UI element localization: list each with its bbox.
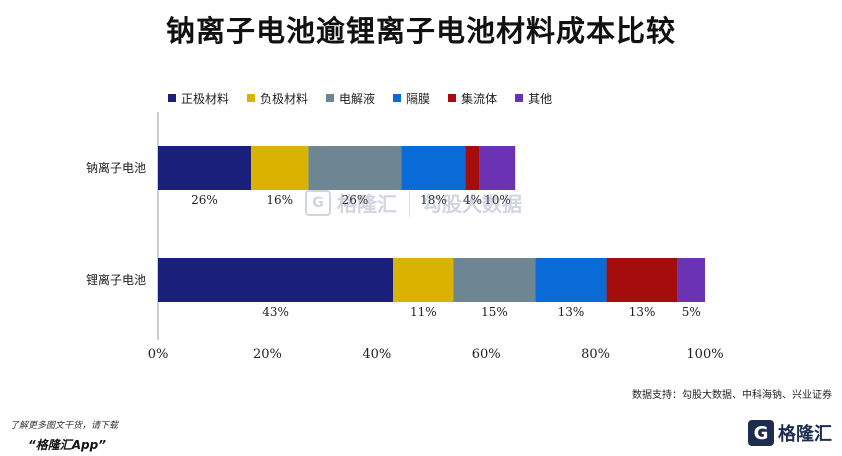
bar-segment [479, 146, 516, 190]
x-tick-label: 40% [362, 347, 391, 362]
x-tick-label: 80% [581, 347, 610, 362]
legend-label: 负极材料 [260, 91, 309, 106]
bar-segment [535, 258, 607, 302]
bar-segment [606, 258, 678, 302]
legend-label: 隔膜 [406, 91, 431, 106]
legend-item: 正极材料 [168, 90, 229, 107]
legend-item: 其他 [515, 90, 552, 107]
data-label: 26% [342, 193, 369, 207]
x-tick-label: 100% [686, 347, 723, 362]
x-tick-label: 60% [472, 347, 501, 362]
chart-legend: 正极材料 负极材料 电解液 隔膜 集流体 其他 [168, 90, 570, 106]
bar-segment [393, 258, 454, 302]
legend-swatch [326, 94, 335, 102]
legend-label: 集流体 [461, 91, 498, 106]
legend-label: 电解液 [339, 91, 376, 106]
data-label: 13% [558, 305, 585, 319]
legend-swatch [168, 94, 176, 102]
data-label: 43% [262, 305, 289, 319]
data-label: 4% [463, 193, 482, 207]
source-note: 数据支持：勾股大数据、中科海钠、兴业证券 [632, 390, 832, 401]
bar-segment [158, 258, 394, 302]
brand-logo: G 格隆汇 [748, 420, 832, 446]
category-label: 钠离子电池 [86, 160, 146, 175]
bar-segment [465, 146, 480, 190]
watermark-name-2: 勾股大数据 [422, 192, 522, 216]
bar-segment [308, 146, 402, 190]
data-label: 16% [266, 193, 293, 207]
legend-label: 正极材料 [181, 91, 230, 106]
legend-label: 其他 [528, 91, 553, 106]
bar-segment [677, 258, 705, 302]
data-label: 10% [484, 193, 511, 207]
legend-swatch [448, 94, 457, 102]
footer-note: 了解更多图文干货，请下载 [10, 421, 119, 431]
legend-swatch [247, 94, 256, 102]
legend-swatch [515, 94, 524, 102]
legend-swatch [393, 94, 402, 102]
legend-item: 负极材料 [247, 90, 308, 107]
data-label: 11% [410, 305, 437, 319]
bar-segment [250, 146, 309, 190]
footer-app-name: “格隆汇App” [28, 438, 106, 452]
data-label: 26% [191, 193, 218, 207]
data-label: 18% [420, 193, 447, 207]
brand-logo-icon: G [748, 420, 774, 446]
data-label: 15% [481, 305, 508, 319]
bar-segment [453, 258, 536, 302]
legend-item: 集流体 [448, 90, 497, 107]
category-label: 锂离子电池 [86, 272, 146, 287]
data-label: 5% [682, 305, 701, 319]
legend-item: 电解液 [326, 90, 375, 107]
data-label: 13% [629, 305, 656, 319]
bar-segment [401, 146, 466, 190]
watermark-name: 格隆汇 [337, 192, 397, 216]
brand-name: 格隆汇 [778, 424, 832, 445]
watermark-logo-icon: G [305, 189, 331, 216]
legend-item: 隔膜 [393, 90, 430, 107]
x-tick-label: 0% [148, 347, 169, 362]
watermark: G 格隆汇 勾股大数据 [305, 188, 522, 217]
watermark-separator [409, 188, 410, 217]
chart-title: 钠离子电池逾锂离子电池材料成本比较 [165, 14, 676, 48]
x-tick-label: 20% [253, 347, 282, 362]
bar-segment [158, 146, 251, 190]
